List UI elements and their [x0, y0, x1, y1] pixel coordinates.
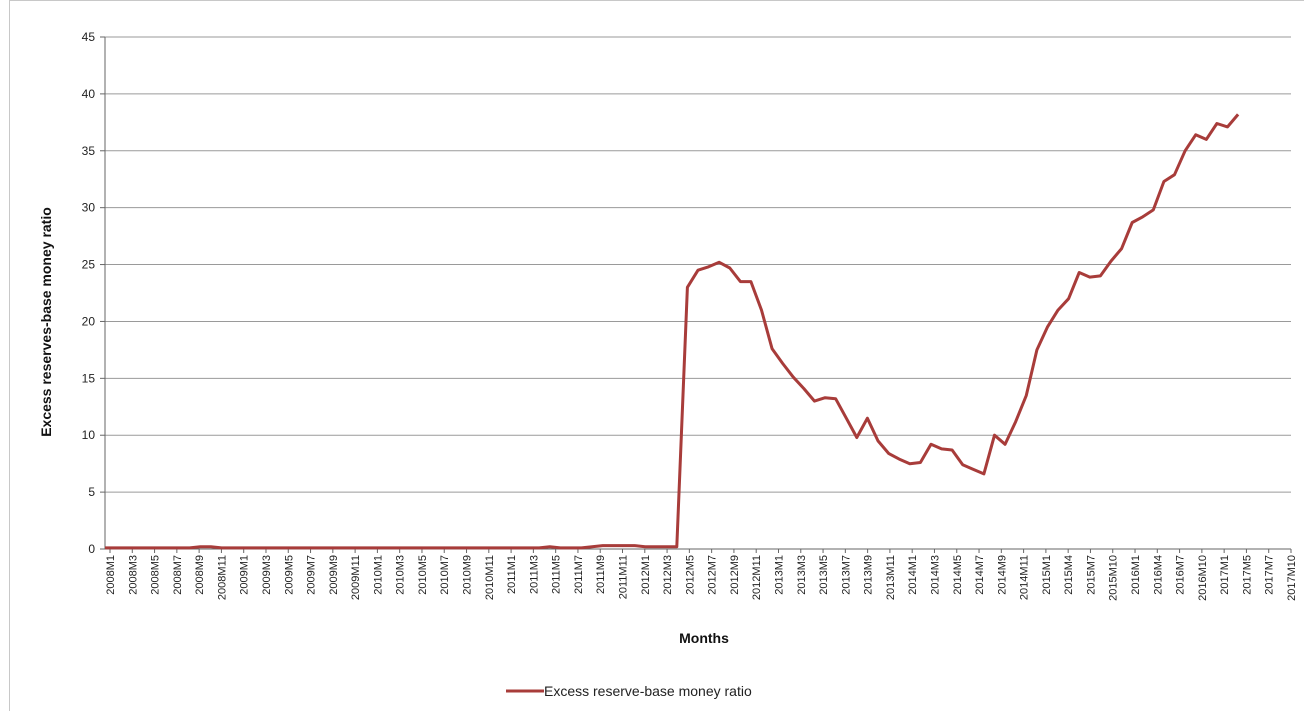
x-tick-label: 2012M5	[684, 555, 696, 595]
y-tick-label: 0	[88, 542, 95, 556]
x-tick-label: 2014M5	[952, 555, 964, 595]
x-tick-label: 2010M5	[417, 555, 429, 595]
x-tick-label: 2010M7	[439, 555, 451, 595]
legend: Excess reserve-base money ratio	[506, 683, 752, 699]
y-tick-label: 10	[82, 428, 96, 442]
x-tick-label: 2010M1	[372, 555, 384, 595]
x-tick-label: 2009M11	[350, 555, 362, 600]
x-tick-label: 2008M3	[127, 555, 139, 595]
x-tick-label: 2013M7	[840, 555, 852, 595]
x-tick-label: 2012M3	[662, 555, 674, 595]
gridlines	[100, 36, 1291, 550]
x-tick-label: 2016M4	[1152, 555, 1164, 595]
x-tick-label: 2009M9	[328, 555, 340, 595]
x-tick-label: 2013M11	[885, 555, 897, 600]
y-axis-title: Excess reserves-base money ratio	[38, 207, 54, 437]
x-tick-labels: 2008M1 2008M3 2008M5 2008M7 2008M9 2008M11 200…	[105, 549, 1298, 601]
x-tick-label: 2013M1	[773, 555, 785, 595]
x-axis-title: Months	[679, 630, 729, 646]
x-tick-label: 2013M5	[818, 555, 830, 595]
x-tick-label: 2016M1	[1130, 555, 1142, 595]
x-tick-label: 2014M7	[974, 555, 986, 595]
x-tick-label: 2009M5	[283, 555, 295, 595]
y-tick-labels: 0 5 10 15 20 25 30 35 40 45	[82, 30, 96, 556]
x-tick-label: 2010M9	[462, 555, 474, 595]
x-tick-label: 2011M9	[595, 555, 607, 594]
series-line	[105, 113, 1240, 550]
x-tick-label: 2015M10	[1108, 555, 1120, 601]
x-tick-label: 2013M9	[863, 555, 875, 595]
x-tick-label: 2014M3	[929, 555, 941, 595]
x-tick-label: 2011M1	[506, 555, 518, 594]
x-tick-label: 2015M1	[1041, 555, 1053, 595]
x-tick-label: 2008M1	[105, 555, 117, 595]
x-tick-label: 2011M7	[573, 555, 585, 594]
x-tick-label: 2009M7	[306, 555, 318, 595]
x-tick-label: 2017M1	[1219, 555, 1231, 595]
legend-label: Excess reserve-base money ratio	[544, 683, 752, 699]
x-tick-label: 2016M10	[1197, 555, 1209, 601]
x-tick-label: 2012M9	[729, 555, 741, 595]
x-tick-label: 2016M7	[1175, 555, 1187, 595]
x-tick-label: 2012M7	[707, 555, 719, 595]
x-tick-label: 2017M5	[1241, 555, 1253, 595]
y-tick-label: 15	[82, 371, 96, 385]
y-tick-label: 35	[82, 144, 96, 158]
axes	[104, 37, 1291, 550]
x-tick-label: 2011M5	[551, 555, 563, 594]
x-tick-label: 2014M9	[996, 555, 1008, 595]
x-tick-label: 2009M1	[239, 555, 251, 595]
x-tick-label: 2017M7	[1264, 555, 1276, 595]
x-tick-label: 2011M11	[618, 555, 630, 599]
x-tick-label: 2015M7	[1085, 555, 1097, 595]
x-tick-label: 2011M3	[528, 555, 540, 594]
x-tick-label: 2014M11	[1019, 555, 1031, 600]
chart-frame: 0 5 10 15 20 25 30 35 40 45 2008M1 2008M3 2008M5 200…	[9, 0, 1304, 711]
x-tick-label: 2009M3	[261, 555, 273, 595]
x-tick-label: 2013M3	[796, 555, 808, 595]
x-tick-label: 2010M3	[395, 555, 407, 595]
y-tick-label: 45	[82, 30, 96, 44]
x-tick-label: 2012M1	[640, 555, 652, 595]
x-tick-label: 2008M7	[172, 555, 184, 595]
y-tick-label: 20	[82, 314, 96, 328]
series-lines	[105, 113, 1240, 550]
y-tick-label: 40	[82, 87, 96, 101]
y-tick-label: 25	[82, 258, 96, 272]
x-tick-label: 2008M5	[150, 555, 162, 595]
y-tick-label: 30	[82, 201, 96, 215]
x-tick-label: 2012M11	[751, 555, 763, 600]
x-tick-label: 2014M1	[907, 555, 919, 595]
x-tick-label: 2017M10	[1286, 555, 1298, 601]
x-tick-label: 2008M11	[216, 555, 228, 600]
x-tick-label: 2010M11	[484, 555, 496, 600]
x-tick-label: 2008M9	[194, 555, 206, 595]
y-tick-label: 5	[88, 485, 95, 499]
x-tick-label: 2015M4	[1063, 555, 1075, 595]
